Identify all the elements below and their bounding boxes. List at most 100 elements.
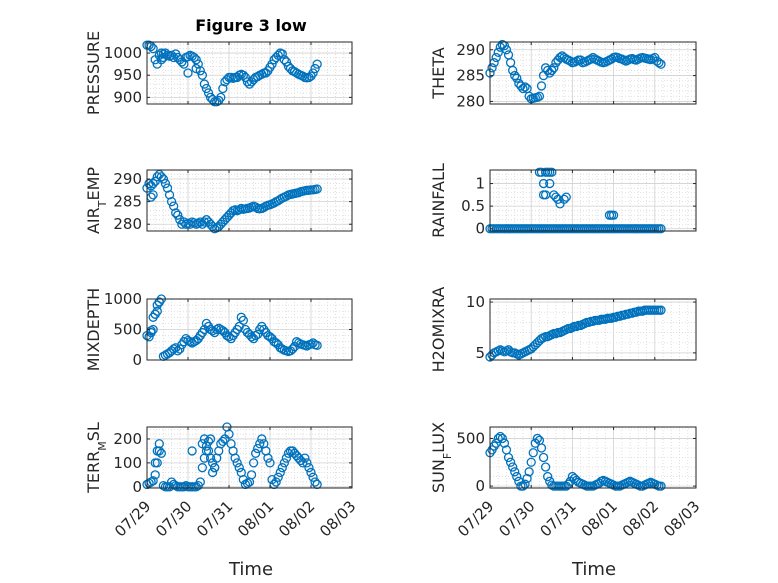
y-axis-label-main: MIXDEPTH [84,288,103,371]
data-point-pressure [148,43,158,54]
data-point-rainfall [656,224,666,234]
data-point-sunflux [510,467,520,477]
data-point-rainfall [545,178,555,189]
data-point-mixdepth [246,332,257,342]
data-point-airtemp [312,184,322,194]
data-point-theta [543,65,553,76]
y-tick-label: 10 [466,293,485,311]
data-point-theta [501,45,512,55]
data-point-sunflux [499,438,510,448]
data-point-terrmsl [205,434,216,444]
data-point-sunflux [512,471,522,482]
data-point-rainfall [553,194,563,205]
data-point-sunflux [508,462,518,472]
data-point-terrmsl [234,463,244,473]
data-point-pressure [267,59,277,69]
data-point-pressure [183,51,193,62]
data-point-terrmsl [218,436,228,447]
data-point-airtemp [158,174,169,184]
y-tick-label: 0.5 [461,197,485,215]
y-axis-label-rainfall: RAINFALL [429,163,448,238]
y-tick-label: 0 [475,477,485,495]
y-axis-label-terrmsl: TERRMSL [84,422,109,494]
y-tick-label: 1000 [104,290,142,308]
data-point-airtemp [144,178,154,189]
data-point-theta [549,63,559,73]
data-point-theta [487,63,497,73]
data-point-sunflux [493,433,503,444]
data-point-pressure [193,59,203,69]
x-tick-label: 08/03 [660,497,703,540]
x-tick-label: 07/31 [537,497,580,540]
x-tick-label: 08/01 [578,497,621,540]
data-point-pressure [310,63,320,74]
y-tick-label: 0 [475,220,485,238]
data-point-airtemp [162,183,173,193]
data-point-airtemp [199,217,210,227]
data-point-terrmsl [312,479,322,490]
data-point-theta [536,81,547,91]
y-axis-label-theta: THETA [429,47,448,99]
y-axis-label-main: AIR [84,207,103,234]
y-axis-label-subscript: F [441,453,454,459]
data-point-terrmsl [263,453,273,463]
data-point-terrmsl [308,472,318,482]
data-point-pressure [158,52,169,63]
data-point-theta [551,58,561,68]
data-point-rainfall [561,192,571,202]
data-point-sunflux [497,433,508,444]
data-point-terrmsl [187,446,197,456]
data-point-pressure [197,70,208,80]
data-point-terrmsl [232,458,242,468]
data-point-terrmsl [304,463,314,473]
data-point-terrmsl [248,458,259,468]
data-point-sunflux [540,462,551,472]
data-point-mixdepth [144,332,154,342]
data-point-mixdepth [287,344,298,354]
data-point-mixdepth [150,309,160,319]
x-tick-label: 07/29 [454,497,497,540]
y-axis-label-pressure: PRESSURE [84,31,103,115]
data-point-terrmsl [277,463,287,473]
data-point-theta [516,81,526,91]
data-point-theta [512,73,522,83]
data-point-pressure [218,83,228,94]
data-point-airtemp [148,190,158,200]
y-axis-label-tail: SL [84,422,103,441]
data-point-terrmsl [255,439,265,449]
data-point-pressure [191,55,201,65]
data-point-sunflux [495,431,505,442]
data-point-pressure [199,79,210,89]
x-axis-label-left: Time [228,559,273,580]
data-point-mixdepth [224,332,234,342]
y-axis-label-tail: EMP [84,167,103,201]
y-tick-label: 280 [113,215,142,233]
data-point-pressure [312,59,322,69]
y-axis-label-mixdepth: MIXDEPTH [84,288,103,371]
data-point-sunflux [522,473,532,484]
subplot-h2omixra: 5 10 H2OMIXRA [429,287,697,372]
x-tick-label: 07/30 [152,497,195,540]
y-axis-label-sunflux: SUNFLUX [429,422,454,493]
data-point-airtemp [168,201,179,211]
data-point-terrmsl [250,448,261,458]
y-tick-label: 0 [132,478,142,496]
data-point-terrmsl [154,439,164,449]
data-point-pressure [238,70,249,80]
data-point-rainfall [608,210,619,220]
figure-title: Figure 3 low [195,16,307,35]
y-tick-label: 280 [456,92,485,110]
data-point-mixdepth [306,339,316,349]
y-axis-label-main: RAINFALL [429,163,448,238]
data-point-terrmsl [271,477,281,487]
data-point-terrmsl [205,453,216,463]
axis-box-pressure [146,41,353,105]
axis-box-rainfall [489,169,697,232]
data-point-pressure [179,59,189,69]
x-tick-label: 08/01 [234,497,277,540]
data-point-mixdepth [238,315,249,326]
data-point-terrmsl [279,458,290,468]
data-point-airtemp [171,208,181,218]
